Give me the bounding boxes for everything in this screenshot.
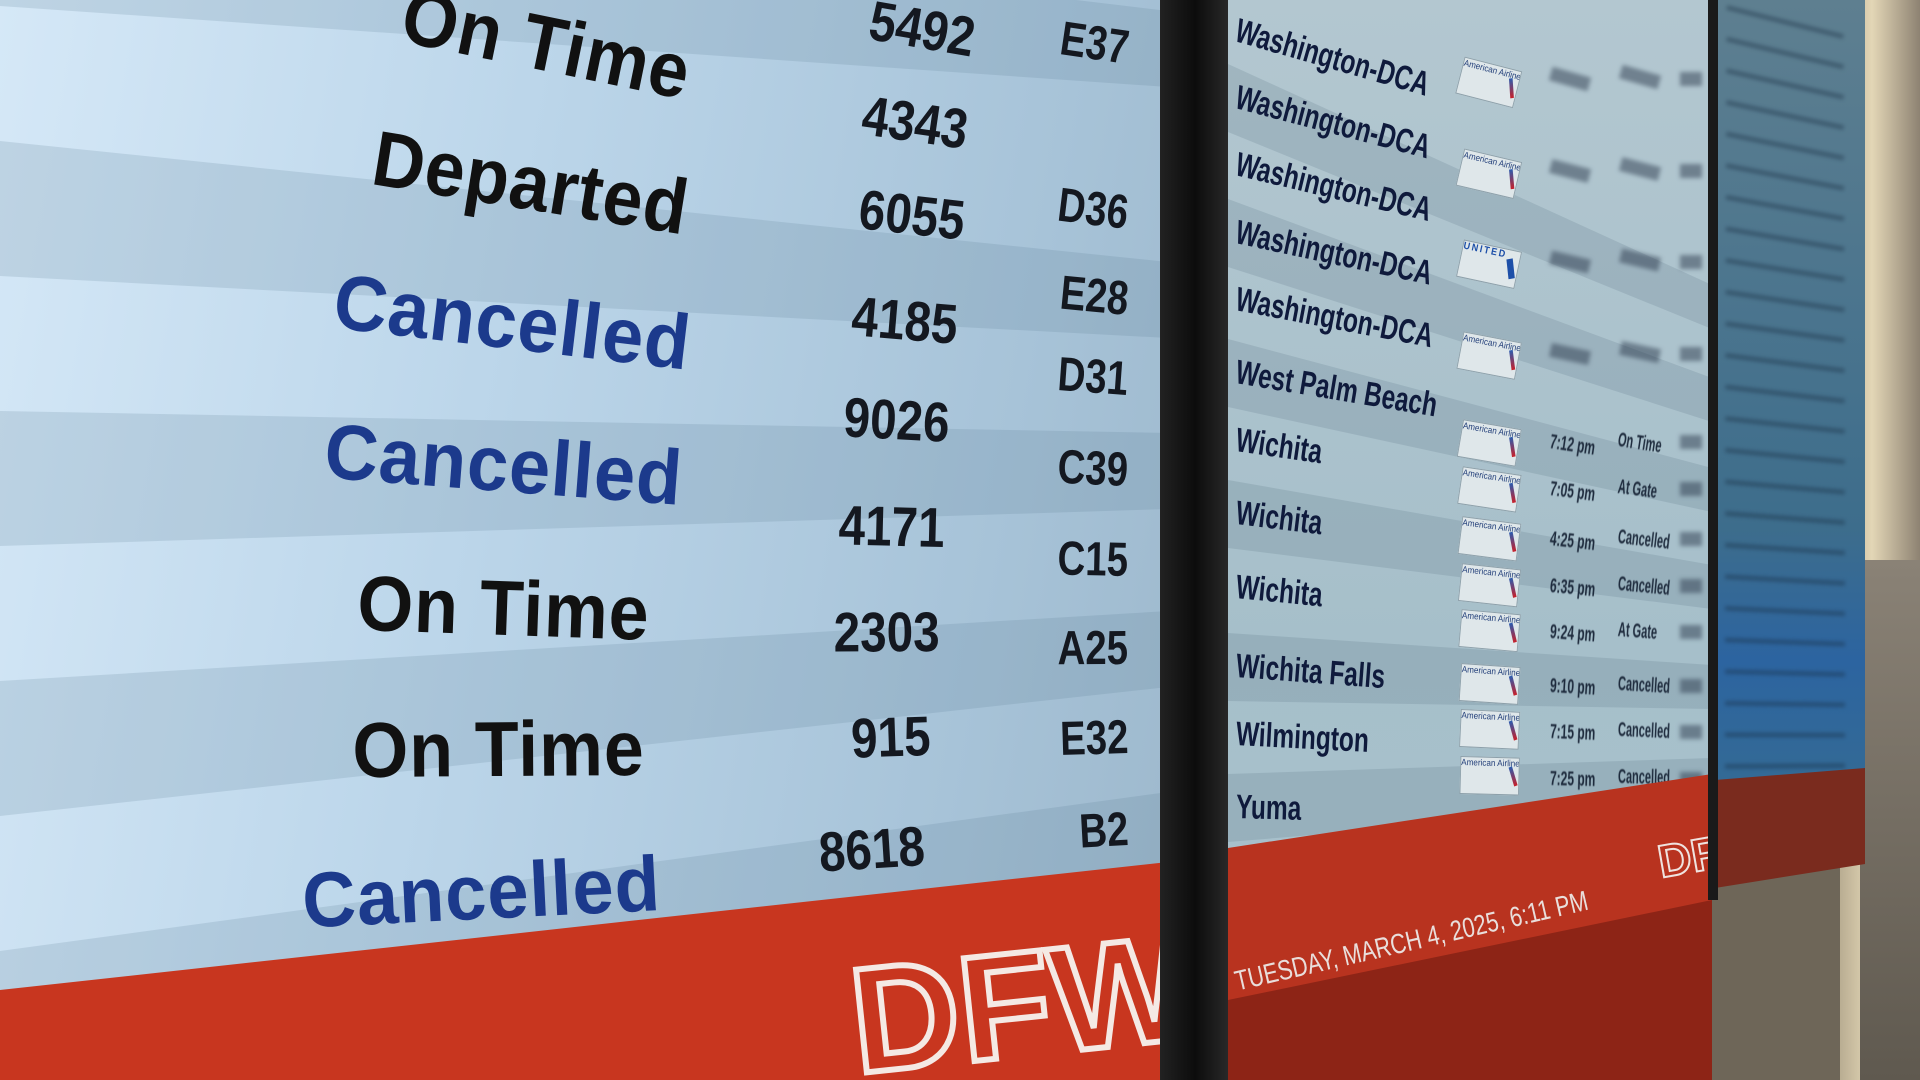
- blurred-row: [1725, 100, 1845, 130]
- row-stripe: [0, 0, 1168, 87]
- row-stripe: [1228, 199, 1712, 422]
- blurred-row: [1725, 195, 1845, 221]
- blurred-row: [1725, 511, 1845, 525]
- blurred-row: [1725, 448, 1845, 464]
- blurred-row: [1725, 479, 1845, 495]
- flight-gate-blurred: [1680, 625, 1702, 639]
- wall-corner: [1860, 560, 1920, 1080]
- footer-red-band: [0, 862, 1168, 1080]
- blurred-row: [1724, 669, 1846, 677]
- row-stripe: [0, 141, 1168, 338]
- flight-gate-blurred: [1680, 164, 1702, 178]
- blurred-row: [1725, 290, 1845, 312]
- blurred-row: [1726, 5, 1844, 39]
- blurred-row: [1724, 606, 1846, 616]
- blurred-row: [1724, 543, 1846, 555]
- display-bezel: [1160, 0, 1230, 1080]
- blurred-row: [1724, 701, 1846, 707]
- flight-gate-blurred: [1680, 72, 1702, 86]
- blurred-row: [1724, 763, 1846, 769]
- blurred-row: [1724, 574, 1846, 586]
- flight-gate-blurred: [1680, 435, 1702, 449]
- blurred-row: [1724, 637, 1846, 647]
- blurred-row: [1725, 353, 1845, 373]
- flight-gate-blurred: [1680, 255, 1702, 269]
- third-display-footer: [1715, 768, 1865, 888]
- blurred-row: [1725, 258, 1845, 282]
- blurred-row: [1725, 163, 1845, 191]
- row-stripe: [0, 411, 1168, 546]
- departures-display-left: 5492 E37 On Time 4343 D36 Departed 6055 E28 Canc…: [0, 0, 1168, 1080]
- row-stripe: [1228, 758, 1712, 842]
- footer-bar: TUESDAY, MARCH 4, 2025, 6:11 PM DFW: [1228, 774, 1712, 1080]
- third-display-blurred: [1715, 0, 1865, 880]
- blurred-row: [1725, 131, 1845, 161]
- blurred-row: [1725, 416, 1845, 434]
- departures-display-right: Washington-DCA American Airlines Washingto…: [1228, 0, 1712, 1080]
- blurred-row: [1725, 226, 1845, 252]
- blurred-row: [1724, 732, 1846, 738]
- row-stripe: [0, 611, 1168, 816]
- flight-gate-blurred: [1680, 532, 1702, 546]
- row-stripe: [1228, 64, 1712, 329]
- blurred-row: [1725, 321, 1845, 343]
- blurred-row: [1726, 37, 1844, 69]
- footer-bar: DFW: [0, 862, 1168, 1080]
- display-bezel: [1708, 0, 1718, 900]
- blurred-row: [1725, 384, 1845, 404]
- flight-gate-blurred: [1680, 482, 1702, 496]
- footer-red-band: [1228, 774, 1712, 1080]
- flight-gate-blurred: [1680, 347, 1702, 361]
- flight-gate-blurred: [1680, 725, 1702, 739]
- flight-gate-blurred: [1680, 579, 1702, 593]
- footer-shadow: [1228, 900, 1712, 1080]
- flight-gate-blurred: [1680, 679, 1702, 693]
- blurred-row: [1726, 68, 1844, 100]
